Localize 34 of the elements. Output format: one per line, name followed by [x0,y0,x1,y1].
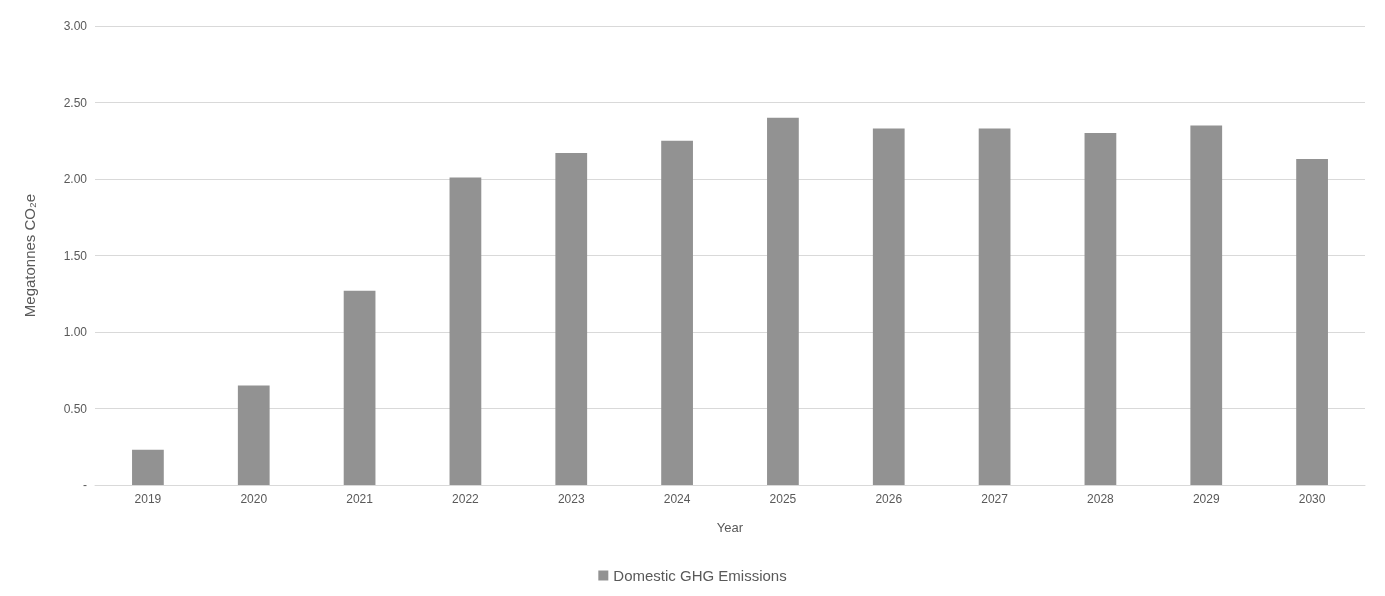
y-tick-label: 1.00 [63,325,88,339]
bar [978,128,1011,485]
y-tick-label: - [83,478,87,492]
bar [767,117,799,485]
y-tick-label: 1.50 [63,248,88,263]
bar [449,177,482,485]
x-tick-label: 2023 [557,492,585,506]
bar [343,290,376,485]
bar [872,128,905,485]
x-tick-label: 2029 [1192,492,1220,506]
x-tick-label: 2024 [663,492,691,506]
bar [1296,159,1328,485]
legend-label: Domestic GHG Emissions [613,567,787,584]
y-tick-label: 2.50 [63,95,88,110]
bar [1190,125,1223,485]
x-axis-title: Year [716,520,744,535]
x-tick-label: 2025 [769,492,797,506]
x-tick-label: 2020 [240,492,268,506]
bar [237,385,270,485]
bar [1084,133,1117,485]
x-tick-label: 2028 [1087,492,1115,506]
x-tick-label: 2026 [875,492,903,506]
x-tick-label: 2027 [981,492,1009,506]
bar [555,152,588,485]
y-tick-label: 2.00 [63,172,88,186]
y-tick-label: 3.00 [63,19,88,33]
bar [132,449,164,485]
y-axis-title: Megatonnes CO₂e [21,193,38,318]
x-tick-label: 2030 [1298,492,1326,506]
bar [661,140,693,485]
x-tick-label: 2022 [452,492,480,506]
x-tick-label: 2019 [134,492,162,506]
x-tick-label: 2021 [346,492,374,506]
y-tick-label: 0.50 [63,401,88,416]
